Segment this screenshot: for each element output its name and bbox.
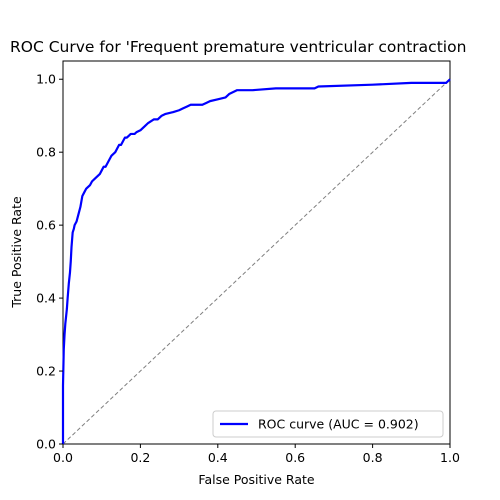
y-tick-label: 0.6 xyxy=(36,218,56,233)
x-axis: 0.0 0.2 0.4 0.6 0.8 1.0 xyxy=(53,444,460,465)
x-axis-label: False Positive Rate xyxy=(198,472,314,487)
y-tick-label: 0.4 xyxy=(36,291,56,306)
x-tick-label: 0.6 xyxy=(285,450,305,465)
x-tick-label: 0.4 xyxy=(208,450,228,465)
series-layer xyxy=(61,78,451,445)
chance-diagonal-line xyxy=(62,78,451,445)
chart-title: ROC Curve for 'Frequent premature ventri… xyxy=(10,38,466,56)
y-tick-label: 0.8 xyxy=(36,145,56,160)
y-tick-label: 1.0 xyxy=(36,72,56,87)
legend-box xyxy=(212,410,444,438)
plot-frame xyxy=(62,60,451,445)
y-axis: 0.0 0.2 0.4 0.6 0.8 1.0 xyxy=(36,72,63,452)
y-tick-label: 0.2 xyxy=(36,364,56,379)
y-tick-label: 0.0 xyxy=(36,437,56,452)
x-tick-label: 0.8 xyxy=(363,450,383,465)
y-axis-label: True Positive Rate xyxy=(9,196,24,309)
legend: ROC curve (AUC = 0.902) xyxy=(212,410,444,438)
plot-area xyxy=(61,60,451,445)
x-tick-label: 0.2 xyxy=(130,450,150,465)
x-tick-label: 0.0 xyxy=(53,450,73,465)
x-tick-label: 1.0 xyxy=(440,450,460,465)
legend-label-roc: ROC curve (AUC = 0.902) xyxy=(258,417,419,432)
roc-curve-line xyxy=(61,78,451,444)
